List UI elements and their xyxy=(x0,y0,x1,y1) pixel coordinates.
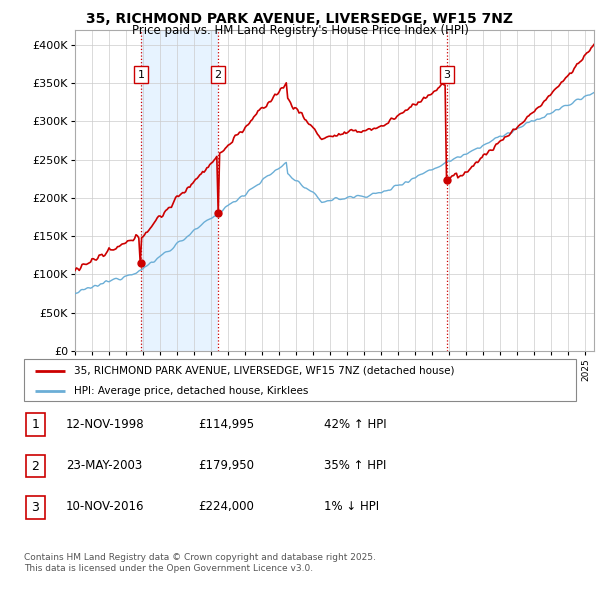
Text: £179,950: £179,950 xyxy=(198,459,254,472)
Text: £114,995: £114,995 xyxy=(198,418,254,431)
Text: 42% ↑ HPI: 42% ↑ HPI xyxy=(324,418,386,431)
Text: HPI: Average price, detached house, Kirklees: HPI: Average price, detached house, Kirk… xyxy=(74,386,308,395)
Text: 3: 3 xyxy=(443,70,451,80)
FancyBboxPatch shape xyxy=(26,496,45,519)
FancyBboxPatch shape xyxy=(26,455,45,477)
Text: 12-NOV-1998: 12-NOV-1998 xyxy=(66,418,145,431)
Text: Price paid vs. HM Land Registry's House Price Index (HPI): Price paid vs. HM Land Registry's House … xyxy=(131,24,469,37)
Text: 35, RICHMOND PARK AVENUE, LIVERSEDGE, WF15 7NZ: 35, RICHMOND PARK AVENUE, LIVERSEDGE, WF… xyxy=(86,12,514,26)
FancyBboxPatch shape xyxy=(24,359,576,401)
Text: 10-NOV-2016: 10-NOV-2016 xyxy=(66,500,145,513)
Bar xyxy=(141,30,218,351)
Text: £224,000: £224,000 xyxy=(198,500,254,513)
Text: 35% ↑ HPI: 35% ↑ HPI xyxy=(324,459,386,472)
Text: 1: 1 xyxy=(137,70,145,80)
Text: 35, RICHMOND PARK AVENUE, LIVERSEDGE, WF15 7NZ (detached house): 35, RICHMOND PARK AVENUE, LIVERSEDGE, WF… xyxy=(74,366,454,376)
FancyBboxPatch shape xyxy=(26,414,45,436)
Text: 1: 1 xyxy=(31,418,40,431)
Text: 2: 2 xyxy=(31,460,40,473)
Text: 1% ↓ HPI: 1% ↓ HPI xyxy=(324,500,379,513)
Text: 3: 3 xyxy=(31,501,40,514)
Text: 2: 2 xyxy=(214,70,221,80)
Text: Contains HM Land Registry data © Crown copyright and database right 2025.
This d: Contains HM Land Registry data © Crown c… xyxy=(24,553,376,573)
Text: 23-MAY-2003: 23-MAY-2003 xyxy=(66,459,142,472)
